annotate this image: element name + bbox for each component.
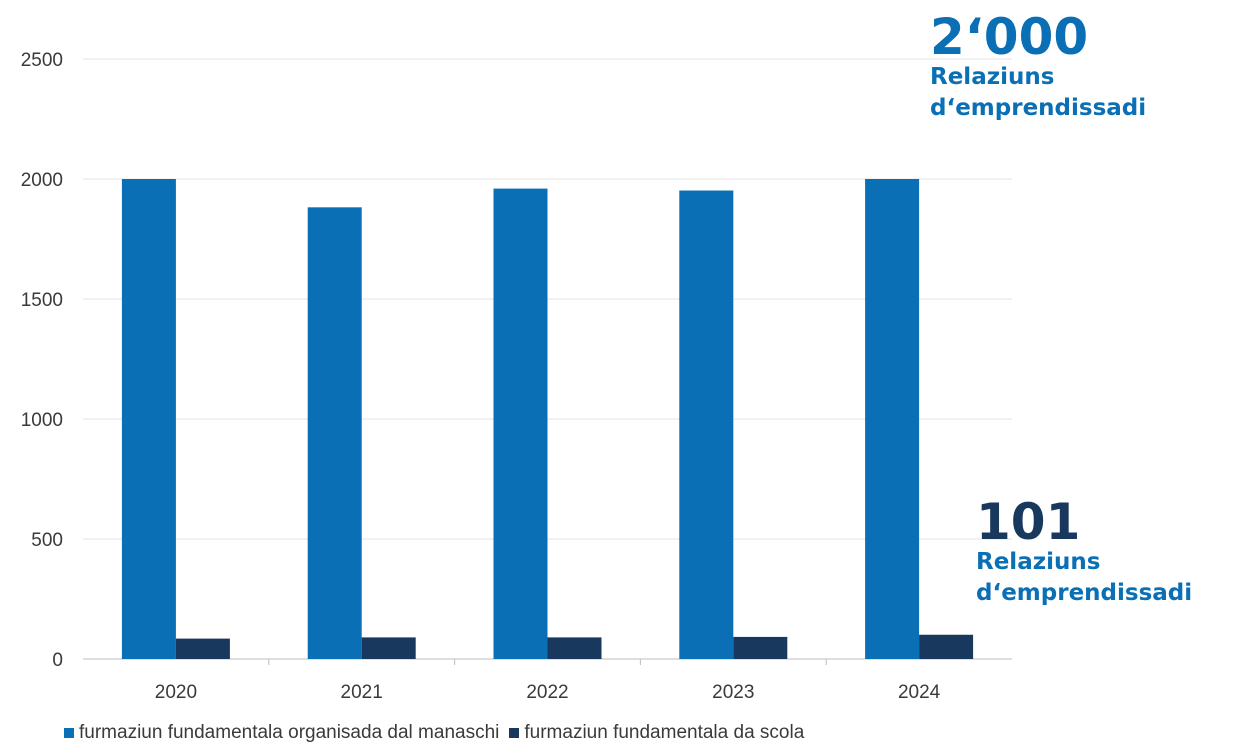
y-tick-label: 1000 bbox=[21, 410, 63, 431]
y-tick-label: 1500 bbox=[21, 290, 63, 311]
legend-item-company-training: furmaziun fundamentala organisada dal ma… bbox=[64, 722, 499, 744]
legend-label-school-training: furmaziun fundamentala da scola bbox=[524, 722, 805, 743]
callout-bottom-number: 101 bbox=[976, 493, 1081, 551]
bar-company-training-2023 bbox=[679, 190, 734, 659]
bar-school-training-2024 bbox=[919, 634, 974, 659]
y-tick-label: 0 bbox=[52, 650, 63, 671]
x-tick-label: 2024 bbox=[898, 682, 941, 703]
chart-legend: furmaziun fundamentala organisada dal ma… bbox=[64, 722, 804, 744]
bar-company-training-2021 bbox=[307, 207, 362, 659]
y-tick-label: 500 bbox=[31, 530, 63, 551]
bar-company-training-2024 bbox=[865, 179, 920, 659]
legend-swatch-company-training bbox=[64, 728, 74, 738]
y-tick-label: 2500 bbox=[21, 50, 63, 71]
callout-school-apprenticeships: 101 Relaziuns d‘emprendissadi bbox=[976, 497, 1192, 609]
x-tick-label: 2022 bbox=[526, 682, 568, 703]
bar-school-training-2020 bbox=[175, 638, 230, 659]
callout-total-apprenticeships: 2‘000 Relaziuns d‘emprendissadi bbox=[930, 12, 1146, 124]
bar-school-training-2021 bbox=[361, 637, 416, 659]
y-tick-label: 2000 bbox=[21, 170, 63, 191]
x-tick-label: 2020 bbox=[155, 682, 197, 703]
x-tick-label: 2021 bbox=[341, 682, 383, 703]
callout-top-label-line2: d‘emprendissadi bbox=[930, 95, 1147, 121]
callout-bottom-label-line2: d‘emprendissadi bbox=[976, 580, 1193, 606]
legend-swatch-school-training bbox=[509, 728, 520, 738]
bar-company-training-2020 bbox=[121, 179, 176, 659]
bar-school-training-2023 bbox=[733, 636, 788, 659]
legend-item-school-training: furmaziun fundamentala da scola bbox=[509, 722, 804, 744]
legend-label-company-training: furmaziun fundamentala organisada dal ma… bbox=[79, 722, 500, 743]
callout-bottom-label-line1: Relaziuns bbox=[976, 549, 1101, 575]
bars bbox=[121, 179, 974, 659]
callout-top-number: 2‘000 bbox=[930, 8, 1089, 66]
x-tick-label: 2023 bbox=[712, 682, 754, 703]
bar-school-training-2022 bbox=[547, 637, 602, 659]
x-axis-ticks: 2020 2021 2022 2023 2024 bbox=[155, 659, 941, 703]
bar-company-training-2022 bbox=[493, 188, 548, 659]
callout-top-label-line1: Relaziuns bbox=[930, 64, 1055, 90]
y-axis-ticks: 0 500 1000 1500 2000 2500 bbox=[21, 50, 63, 671]
